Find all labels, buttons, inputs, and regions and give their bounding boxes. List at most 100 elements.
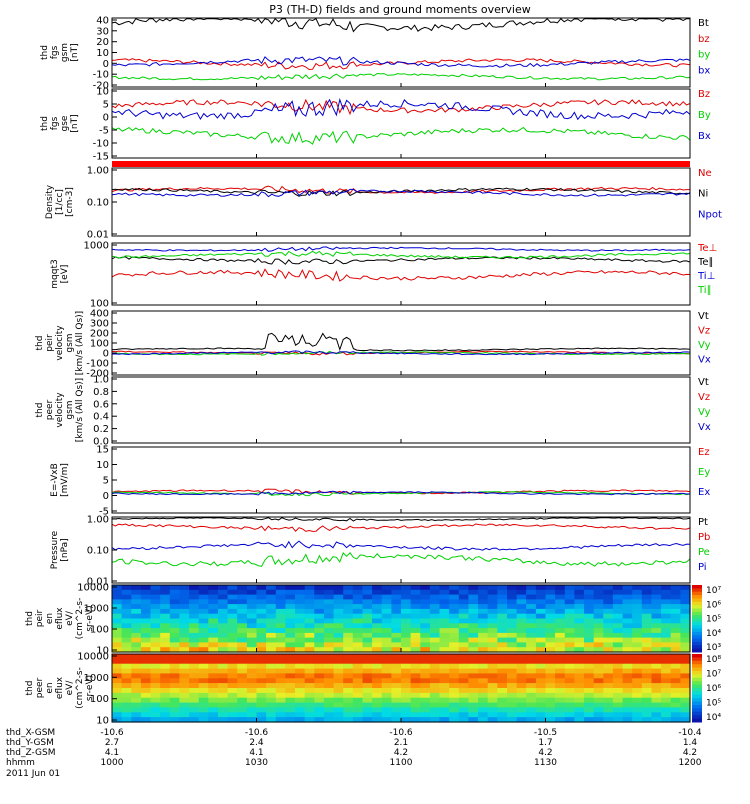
heatmap-cell: [535, 604, 547, 610]
heatmap-cell: [420, 692, 431, 699]
colorbar-label: 10⁵: [706, 615, 721, 625]
heatmap-cell: [179, 707, 190, 713]
heatmap-cell: [179, 692, 190, 699]
heatmap-cell: [478, 618, 489, 624]
heatmap-cell: [564, 668, 575, 675]
heatmap-cell: [362, 623, 373, 629]
heatmap-cell: [208, 585, 219, 591]
heatmap-cell: [372, 658, 383, 665]
heatmap-cell: [478, 599, 489, 605]
heatmap-cell: [112, 702, 123, 709]
heatmap-cell: [208, 654, 219, 660]
heatmap-cell: [497, 658, 508, 665]
heatmap-cell: [256, 697, 267, 704]
heatmap-cell: [458, 604, 469, 610]
heatmap-cell: [314, 647, 325, 653]
heatmap-cell: [362, 608, 373, 615]
heatmap-cell: [362, 688, 373, 694]
heatmap-cell: [593, 668, 604, 675]
heatmap-cell: [237, 702, 248, 709]
heatmap-cell: [535, 599, 547, 605]
heatmap-cell: [429, 654, 441, 660]
heatmap-cell: [507, 599, 518, 605]
heatmap-cell: [227, 692, 238, 699]
colorbar-step: [692, 674, 702, 679]
heatmap-cell: [160, 647, 171, 653]
heatmap-cell: [179, 585, 190, 591]
heatmap-cell: [112, 663, 123, 670]
heatmap-cell: [641, 658, 652, 665]
heatmap-cell: [468, 642, 479, 648]
heatmap-cell: [526, 654, 537, 660]
colorbar-step: [692, 642, 702, 646]
heatmap-cell: [246, 628, 258, 634]
y-tick-label: -5: [99, 507, 109, 518]
heatmap-cell: [410, 628, 421, 634]
heatmap-cell: [112, 683, 123, 689]
heatmap-cell: [564, 623, 575, 629]
y-tick-label: 100: [90, 339, 109, 350]
heatmap-cell: [169, 654, 180, 660]
heatmap-cell: [410, 599, 421, 605]
heatmap-cell: [535, 678, 547, 684]
colorbar-label: 10⁷: [706, 670, 721, 680]
heatmap-cell: [179, 632, 190, 639]
heatmap-cell: [603, 683, 614, 689]
heatmap-cell: [439, 642, 450, 648]
heatmap-cell: [333, 658, 344, 665]
heatmap-cell: [564, 683, 575, 689]
heatmap-cell: [121, 678, 132, 684]
colorbar-step: [692, 711, 702, 716]
heatmap-cell: [208, 589, 219, 596]
heatmap-cell: [574, 642, 585, 648]
heatmap-cell: [535, 585, 547, 591]
x-tick-label: 1200: [679, 758, 702, 768]
heatmap-cell: [304, 589, 315, 596]
heatmap-cell: [198, 707, 209, 713]
heatmap-cell: [391, 688, 402, 694]
heatmap-cell: [661, 594, 672, 600]
heatmap-cell: [468, 658, 479, 665]
heatmap-cell: [555, 707, 566, 713]
heatmap-cell: [458, 585, 469, 591]
heatmap-cell: [603, 692, 614, 699]
heatmap-cell: [179, 604, 190, 610]
heatmap-cell: [112, 658, 123, 665]
heatmap-cell: [593, 594, 604, 600]
heatmap-cell: [218, 594, 229, 600]
y-tick-label: -10: [93, 139, 109, 150]
heatmap-cell: [439, 594, 450, 600]
heatmap-cell: [381, 683, 392, 689]
heatmap-cell: [256, 673, 267, 679]
heatmap-cell: [468, 712, 479, 718]
heatmap-cell: [256, 604, 267, 610]
heatmap-cell: [632, 628, 643, 634]
heatmap-cell: [401, 604, 412, 610]
series-Pt-line: [111, 517, 691, 522]
heatmap-cell: [420, 628, 431, 634]
heatmap-cell: [516, 683, 527, 689]
heatmap-cell: [189, 608, 200, 615]
series-Ni-line: [111, 187, 691, 197]
heatmap-cell: [651, 717, 662, 723]
heatmap-cell: [140, 658, 152, 665]
heatmap-cell: [612, 637, 624, 643]
heatmap-cell: [574, 683, 585, 689]
heatmap-cell: [545, 608, 556, 615]
heatmap-cell: [227, 637, 238, 643]
heatmap-cell: [526, 702, 537, 709]
heatmap-cell: [266, 678, 277, 684]
heatmap-cell: [362, 692, 373, 699]
heatmap-cell: [372, 702, 383, 709]
heatmap-cell: [593, 608, 604, 615]
heatmap-cell: [266, 673, 277, 679]
heatmap-cell: [112, 618, 123, 624]
heatmap-cell: [516, 647, 527, 653]
heatmap-cell: [429, 697, 441, 704]
heatmap-cell: [179, 654, 190, 660]
heatmap-cell: [468, 599, 479, 605]
heatmap-cell: [208, 618, 219, 624]
heatmap-cell: [391, 702, 402, 709]
heatmap-cell: [391, 647, 402, 653]
heatmap-cell: [256, 608, 267, 615]
